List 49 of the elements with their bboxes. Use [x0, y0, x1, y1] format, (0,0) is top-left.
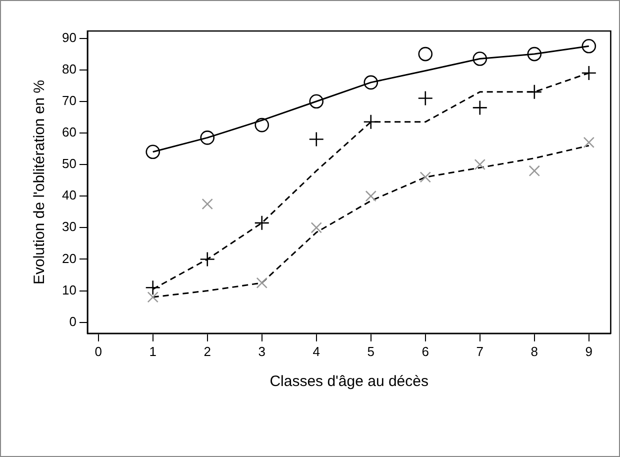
- x-tick-label: 1: [149, 344, 156, 359]
- point: [365, 190, 376, 202]
- y-tick-label: 10: [62, 282, 76, 298]
- y-tick-label: 40: [62, 188, 76, 203]
- point: [363, 114, 379, 130]
- x-tick-label: 6: [422, 344, 430, 359]
- x-tick-label: 4: [312, 344, 320, 359]
- point: [420, 172, 431, 183]
- point: [310, 222, 322, 234]
- y-tick-label: 20: [62, 250, 76, 266]
- x-axis-title: Classes d'âge au décès: [270, 373, 428, 390]
- x-tick-label: 8: [530, 344, 538, 359]
- point: [254, 215, 270, 231]
- y-tick-label: 90: [62, 30, 76, 45]
- x-tick-label: 7: [476, 344, 484, 359]
- point: [308, 132, 324, 147]
- y-axis-title: Evolution de l'oblitération en %: [31, 80, 48, 285]
- point: [309, 94, 324, 109]
- x-tick-label: 0: [94, 344, 102, 359]
- y-tick-label: 50: [62, 156, 76, 172]
- point: [202, 198, 213, 210]
- point: [145, 280, 161, 296]
- y-tick-label: 30: [62, 219, 76, 234]
- point: [528, 165, 540, 176]
- point: [200, 130, 215, 145]
- point: [583, 136, 594, 148]
- y-tick-label: 60: [62, 124, 76, 140]
- point: [256, 277, 268, 288]
- point: [581, 65, 597, 81]
- point: [418, 46, 433, 62]
- point: [474, 158, 486, 170]
- x-tick-label: 2: [204, 344, 211, 359]
- point: [526, 84, 542, 100]
- y-tick-label: 70: [62, 92, 76, 108]
- point: [200, 252, 216, 267]
- x-tick-label: 3: [258, 344, 266, 359]
- x-tick-label: 9: [585, 344, 593, 359]
- point: [472, 52, 488, 66]
- y-tick-label: 80: [62, 61, 76, 76]
- y-tick-label: 0: [69, 314, 76, 329]
- point: [254, 118, 270, 132]
- point: [147, 292, 158, 303]
- point: [527, 46, 542, 62]
- point: [582, 39, 596, 54]
- x-tick-label: 5: [367, 344, 374, 359]
- point: [364, 75, 378, 90]
- point: [146, 144, 160, 160]
- point: [472, 100, 488, 116]
- point: [418, 90, 434, 106]
